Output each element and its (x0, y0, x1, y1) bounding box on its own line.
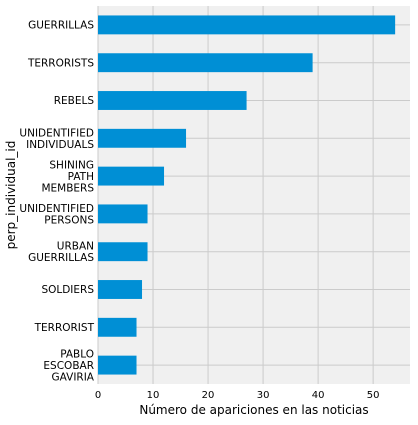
x-tick-label: 0 (95, 390, 101, 401)
bar (98, 91, 247, 110)
bar (98, 128, 187, 148)
category-label: UNIDENTIFIED PERSONS (19, 203, 94, 227)
category-labels: GUERRILLAS TERRORISTS REBELS UNIDENTIFIED IN… (19, 20, 94, 384)
category-label: URBAN GUERRILLAS (28, 241, 94, 265)
x-tick-label: 50 (367, 390, 380, 401)
bar (98, 53, 313, 73)
category-label: PABLO ESCOBAR GAVIRIA (43, 348, 94, 383)
bar (98, 317, 137, 337)
x-tick-label: 30 (257, 390, 270, 401)
bar (98, 15, 396, 35)
x-tick-label: 40 (312, 390, 325, 401)
bar (98, 242, 148, 262)
category-label: SHINING PATH MEMBERS (41, 159, 94, 194)
category-label: REBELS (54, 95, 95, 107)
x-tick-label: 10 (147, 390, 160, 401)
bar (98, 355, 137, 375)
bar (98, 166, 165, 186)
bar (98, 280, 143, 299)
category-label: TERRORISTS (27, 57, 94, 69)
bar (98, 204, 148, 224)
category-label: UNIDENTIFIED INDIVIDUALS (19, 127, 94, 151)
category-label: GUERRILLAS (28, 20, 94, 32)
category-label: TERRORIST (34, 322, 95, 334)
x-tick-label: 20 (202, 390, 215, 401)
x-axis-title: Número de apariciones en las noticias (139, 403, 368, 417)
x-tick-labels: 0 10 20 30 40 50 (95, 390, 380, 401)
y-axis-title: perp_individual_id (4, 141, 18, 250)
category-label: SOLDIERS (41, 284, 94, 296)
bars (98, 15, 396, 375)
